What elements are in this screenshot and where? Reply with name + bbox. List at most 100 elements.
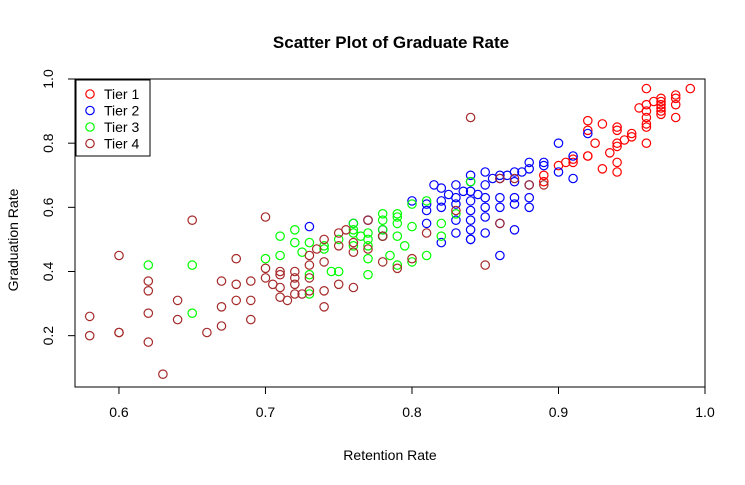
point-tier-4 (114, 250, 124, 261)
point-tier-2 (553, 138, 564, 148)
point-tier-3 (436, 218, 447, 229)
point-tier-4 (297, 289, 307, 299)
point-tier-3 (304, 269, 315, 280)
point-tier-3 (363, 241, 373, 251)
x-tick-label: 0.9 (549, 404, 569, 420)
x-tick-label: 1.0 (695, 404, 715, 420)
point-tier-1 (626, 128, 637, 139)
point-tier-4 (392, 263, 403, 274)
point-tier-4 (348, 247, 359, 257)
point-tier-4 (84, 311, 95, 322)
point-tier-4 (319, 234, 329, 245)
point-tier-2 (429, 180, 439, 190)
point-tier-3 (363, 269, 373, 280)
point-tier-2 (421, 199, 432, 209)
point-tier-4 (216, 321, 227, 331)
y-tick-label: 0.8 (40, 133, 56, 153)
point-tier-1 (648, 96, 659, 107)
point-tier-3 (392, 209, 403, 219)
point-tier-1 (597, 164, 608, 174)
point-tier-4 (216, 301, 227, 312)
legend-label: Tier 4 (104, 136, 139, 152)
point-tier-1 (568, 157, 578, 168)
legend-label: Tier 2 (104, 103, 139, 119)
point-tier-2 (465, 234, 476, 245)
point-tier-2 (443, 189, 454, 200)
point-tier-2 (458, 186, 469, 197)
point-tier-4 (143, 337, 154, 347)
data-points (84, 83, 696, 379)
point-tier-4 (538, 180, 549, 190)
point-tier-1 (582, 115, 593, 126)
point-tier-4 (246, 314, 256, 325)
point-tier-4 (143, 308, 154, 318)
y-axis: 0.2 0.4 0.6 0.8 1.0 (40, 69, 76, 345)
point-tier-2 (495, 192, 505, 203)
point-tier-1 (670, 93, 681, 104)
point-tier-3 (392, 218, 403, 229)
point-tier-4 (451, 205, 461, 216)
point-tier-2 (538, 160, 549, 171)
point-tier-3 (355, 231, 366, 241)
point-tier-4 (267, 279, 278, 290)
point-tier-2 (480, 212, 490, 222)
point-tier-4 (495, 218, 505, 229)
point-tier-4 (231, 279, 241, 290)
point-tier-2 (451, 228, 461, 238)
point-tier-3 (348, 218, 359, 229)
point-tier-3 (421, 196, 432, 206)
point-tier-3 (289, 225, 300, 235)
point-tier-2 (473, 189, 483, 200)
point-tier-4 (84, 330, 95, 341)
point-tier-4 (216, 276, 227, 286)
point-tier-2 (509, 176, 520, 187)
point-tier-3 (451, 209, 461, 219)
point-tier-3 (348, 241, 359, 251)
point-tier-4 (304, 250, 315, 261)
point-tier-1 (656, 106, 666, 116)
point-tier-2 (465, 215, 476, 225)
point-tier-4 (333, 279, 344, 290)
point-tier-2 (509, 192, 520, 203)
point-tier-1 (670, 112, 681, 123)
point-tier-4 (319, 257, 329, 267)
point-tier-4 (260, 273, 271, 283)
point-tier-4 (509, 173, 520, 184)
point-tier-1 (538, 170, 549, 181)
point-tier-4 (246, 276, 256, 286)
point-tier-4 (465, 112, 476, 123)
point-tier-4 (377, 257, 388, 267)
point-tier-3 (333, 266, 344, 277)
point-tier-3 (304, 289, 315, 299)
point-tier-4 (172, 295, 183, 306)
point-tier-4 (348, 282, 359, 293)
point-tier-4 (363, 215, 373, 225)
point-tier-4 (319, 301, 329, 312)
plot-frame (74, 78, 706, 388)
point-tier-2 (509, 225, 520, 235)
y-tick-label: 0.6 (40, 197, 56, 217)
point-tier-2 (553, 167, 564, 177)
point-tier-3 (326, 266, 337, 277)
point-tier-1 (641, 119, 652, 129)
point-tier-2 (436, 202, 447, 213)
point-tier-4 (304, 260, 315, 270)
point-tier-3 (348, 225, 359, 235)
point-tier-2 (487, 173, 498, 184)
point-tier-4 (348, 237, 359, 248)
point-tier-2 (480, 202, 490, 213)
point-tier-3 (407, 257, 417, 267)
point-tier-2 (524, 202, 534, 213)
point-tier-3 (392, 231, 403, 241)
point-tier-2 (495, 202, 505, 213)
point-tier-1 (656, 109, 666, 120)
point-tier-3 (289, 237, 300, 248)
point-tier-4 (304, 273, 315, 283)
point-tier-2 (465, 225, 476, 235)
point-tier-1 (612, 167, 622, 177)
point-tier-1 (619, 135, 630, 145)
point-tier-3 (421, 250, 432, 261)
point-tier-3 (319, 244, 329, 254)
